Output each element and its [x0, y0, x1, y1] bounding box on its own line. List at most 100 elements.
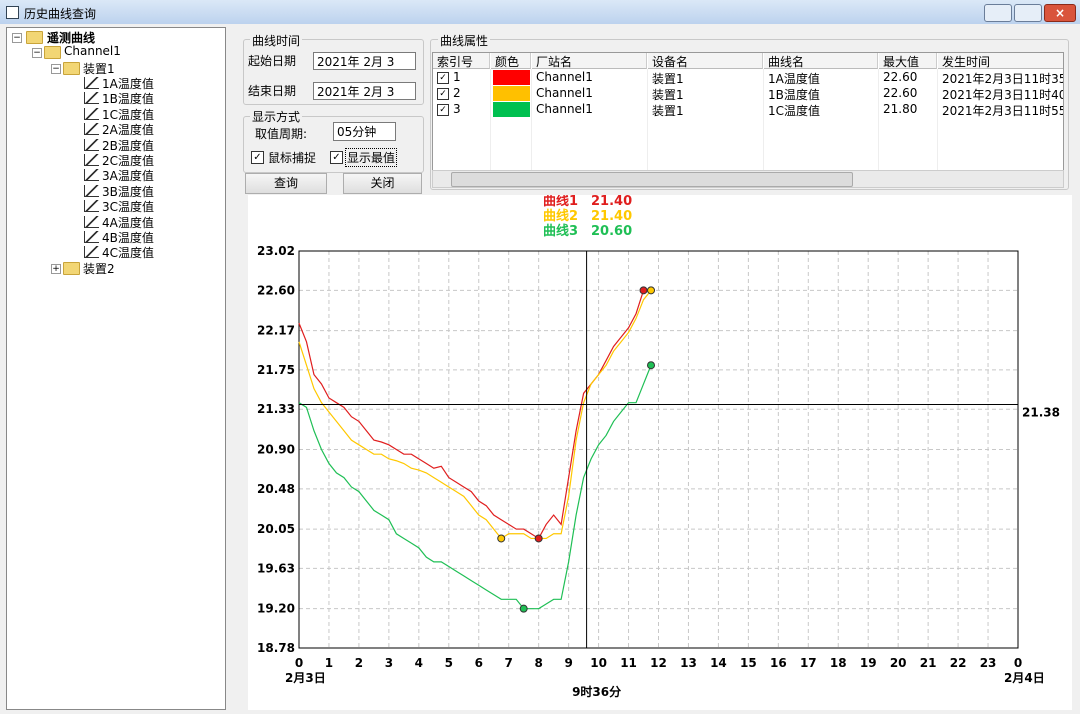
checkbox[interactable]: ✓ — [251, 151, 264, 164]
period-select[interactable]: 05分钟 — [333, 122, 396, 141]
column-line — [878, 69, 879, 171]
x-tick-label: 15 — [740, 656, 757, 670]
tree-leaf[interactable]: 1B温度值 — [102, 92, 154, 107]
legend-readout: 21.40 — [591, 195, 632, 209]
x-tick-label: 2 — [355, 656, 363, 670]
x-tick-label: 19 — [860, 656, 877, 670]
label: 结束日期 — [248, 84, 297, 98]
y-tick-label: 20.05 — [257, 522, 295, 536]
x-tick-label: 23 — [980, 656, 997, 670]
tree-node: Channel1 — [64, 44, 121, 58]
scroll-thumb[interactable] — [451, 172, 853, 187]
folder-icon — [63, 261, 80, 275]
expander[interactable]: − — [51, 64, 61, 74]
cell: 3 — [453, 102, 461, 116]
column-header: 曲线名 — [764, 53, 878, 69]
display-group — [243, 116, 424, 173]
tree-leaf[interactable]: 2B温度值 — [102, 138, 154, 153]
tree-node[interactable]: 装置2 — [83, 261, 115, 276]
maximize-button[interactable] — [1014, 4, 1042, 22]
legend-name: 曲线2 — [543, 208, 578, 224]
legend-readout: 21.40 — [591, 209, 632, 224]
cell: 2021年2月3日11时35 — [942, 72, 1064, 86]
curve-icon — [84, 200, 99, 213]
tree-leaf[interactable]: 3A温度值 — [102, 169, 154, 184]
group-title: 显示方式 — [250, 108, 303, 125]
extreme-marker — [519, 604, 528, 613]
cell: 22.60 — [883, 70, 918, 84]
cell: 2021年2月3日11时40 — [942, 88, 1064, 102]
tree-leaf[interactable]: 3B温度值 — [102, 184, 154, 199]
tree-leaf[interactable]: 2A温度值 — [102, 123, 154, 138]
expander[interactable]: − — [12, 33, 22, 43]
h-scrollbar[interactable] — [432, 170, 1064, 188]
x-tick-label: 3 — [385, 656, 393, 670]
column-header: 索引号 — [433, 53, 490, 69]
query-button[interactable]: 查询 — [245, 173, 327, 194]
x-tick-label: 4 — [415, 656, 423, 670]
checkbox[interactable]: ✓ — [437, 88, 449, 100]
tree-leaf[interactable]: 1C温度值 — [102, 107, 155, 122]
series-line — [298, 289, 652, 540]
cell: 装置1 — [652, 72, 684, 86]
chart: 23.02 22.60 22.17 21.75 21.33 20.90 20.48 20.05… — [248, 195, 1072, 710]
cell: 21.80 — [883, 102, 918, 116]
cell: Channel1 — [536, 102, 593, 116]
curve-icon — [84, 215, 99, 228]
checkbox[interactable]: ✓ — [437, 72, 449, 84]
props-table: 索引号 颜色 厂站名 设备名 曲线名 最大值 发生时间 ✓ 1 Channel1 装置1 1A温度值 2… — [432, 52, 1064, 172]
expander[interactable]: − — [32, 48, 42, 58]
tree-node[interactable]: 装置1 — [83, 62, 115, 76]
cell: 装置1 — [652, 88, 684, 102]
x-tick-label: 21 — [920, 656, 937, 670]
curve-icon — [84, 77, 99, 89]
tree-root: 遥测曲线 — [47, 31, 96, 45]
x-tick-label: 13 — [680, 656, 697, 670]
color-swatch — [493, 70, 530, 85]
cell: 2 — [453, 86, 461, 100]
column-header: 最大值 — [879, 53, 937, 69]
x-tick-label: 5 — [445, 656, 453, 670]
tree-leaf[interactable]: 1A温度值 — [102, 77, 154, 91]
y-tick-label: 22.60 — [257, 283, 295, 297]
column-line — [647, 69, 648, 171]
x-tick-label: 22 — [950, 656, 967, 670]
legend-name: 曲线3 — [543, 223, 578, 239]
tree-leaf[interactable]: 3C温度值 — [102, 200, 155, 215]
y-tick-label: 19.20 — [257, 602, 295, 616]
checkbox[interactable]: ✓ — [330, 151, 343, 164]
tree-leaf[interactable]: 2C温度值 — [102, 154, 155, 168]
date-picker[interactable]: 2021年 2月 3 — [313, 82, 416, 100]
tree-panel: − 遥测曲线 − Channel1− 装置1 1A温度值 1B温度值 1C温度值 2A温度值 2B… — [6, 27, 226, 710]
extreme-marker — [534, 534, 543, 543]
expander[interactable]: + — [51, 263, 61, 274]
group-title: 曲线时间 — [250, 32, 303, 49]
tree-leaf[interactable]: 4B温度值 — [102, 231, 154, 245]
minimize-button[interactable] — [984, 4, 1012, 22]
label: 起始日期 — [248, 54, 297, 68]
column-line — [490, 69, 491, 171]
x-tick-label: 18 — [830, 656, 847, 670]
extreme-marker — [639, 286, 648, 295]
cell: Channel1 — [536, 70, 593, 84]
column-header: 颜色 — [491, 53, 531, 69]
extreme-marker — [647, 361, 656, 370]
label: 取值周期: — [255, 127, 308, 141]
curve-icon — [84, 169, 99, 182]
series-line — [298, 365, 652, 610]
close-button[interactable]: 关闭 — [343, 173, 422, 194]
date-picker[interactable]: 2021年 2月 3 — [313, 52, 416, 70]
close-window-button[interactable]: × — [1044, 4, 1076, 22]
color-swatch — [493, 86, 530, 101]
curve-icon — [84, 123, 99, 136]
tree-leaf[interactable]: 4C温度值 — [102, 246, 155, 261]
x-tick-label: 0 — [295, 656, 303, 670]
folder-icon — [63, 62, 80, 75]
checkbox[interactable]: ✓ — [437, 104, 449, 116]
tree-leaf[interactable]: 4A温度值 — [102, 215, 154, 230]
label: 显示最值 — [345, 148, 398, 167]
app-icon — [6, 6, 19, 19]
y-tick-label: 21.33 — [257, 402, 295, 416]
x-tick-label: 14 — [710, 656, 727, 670]
